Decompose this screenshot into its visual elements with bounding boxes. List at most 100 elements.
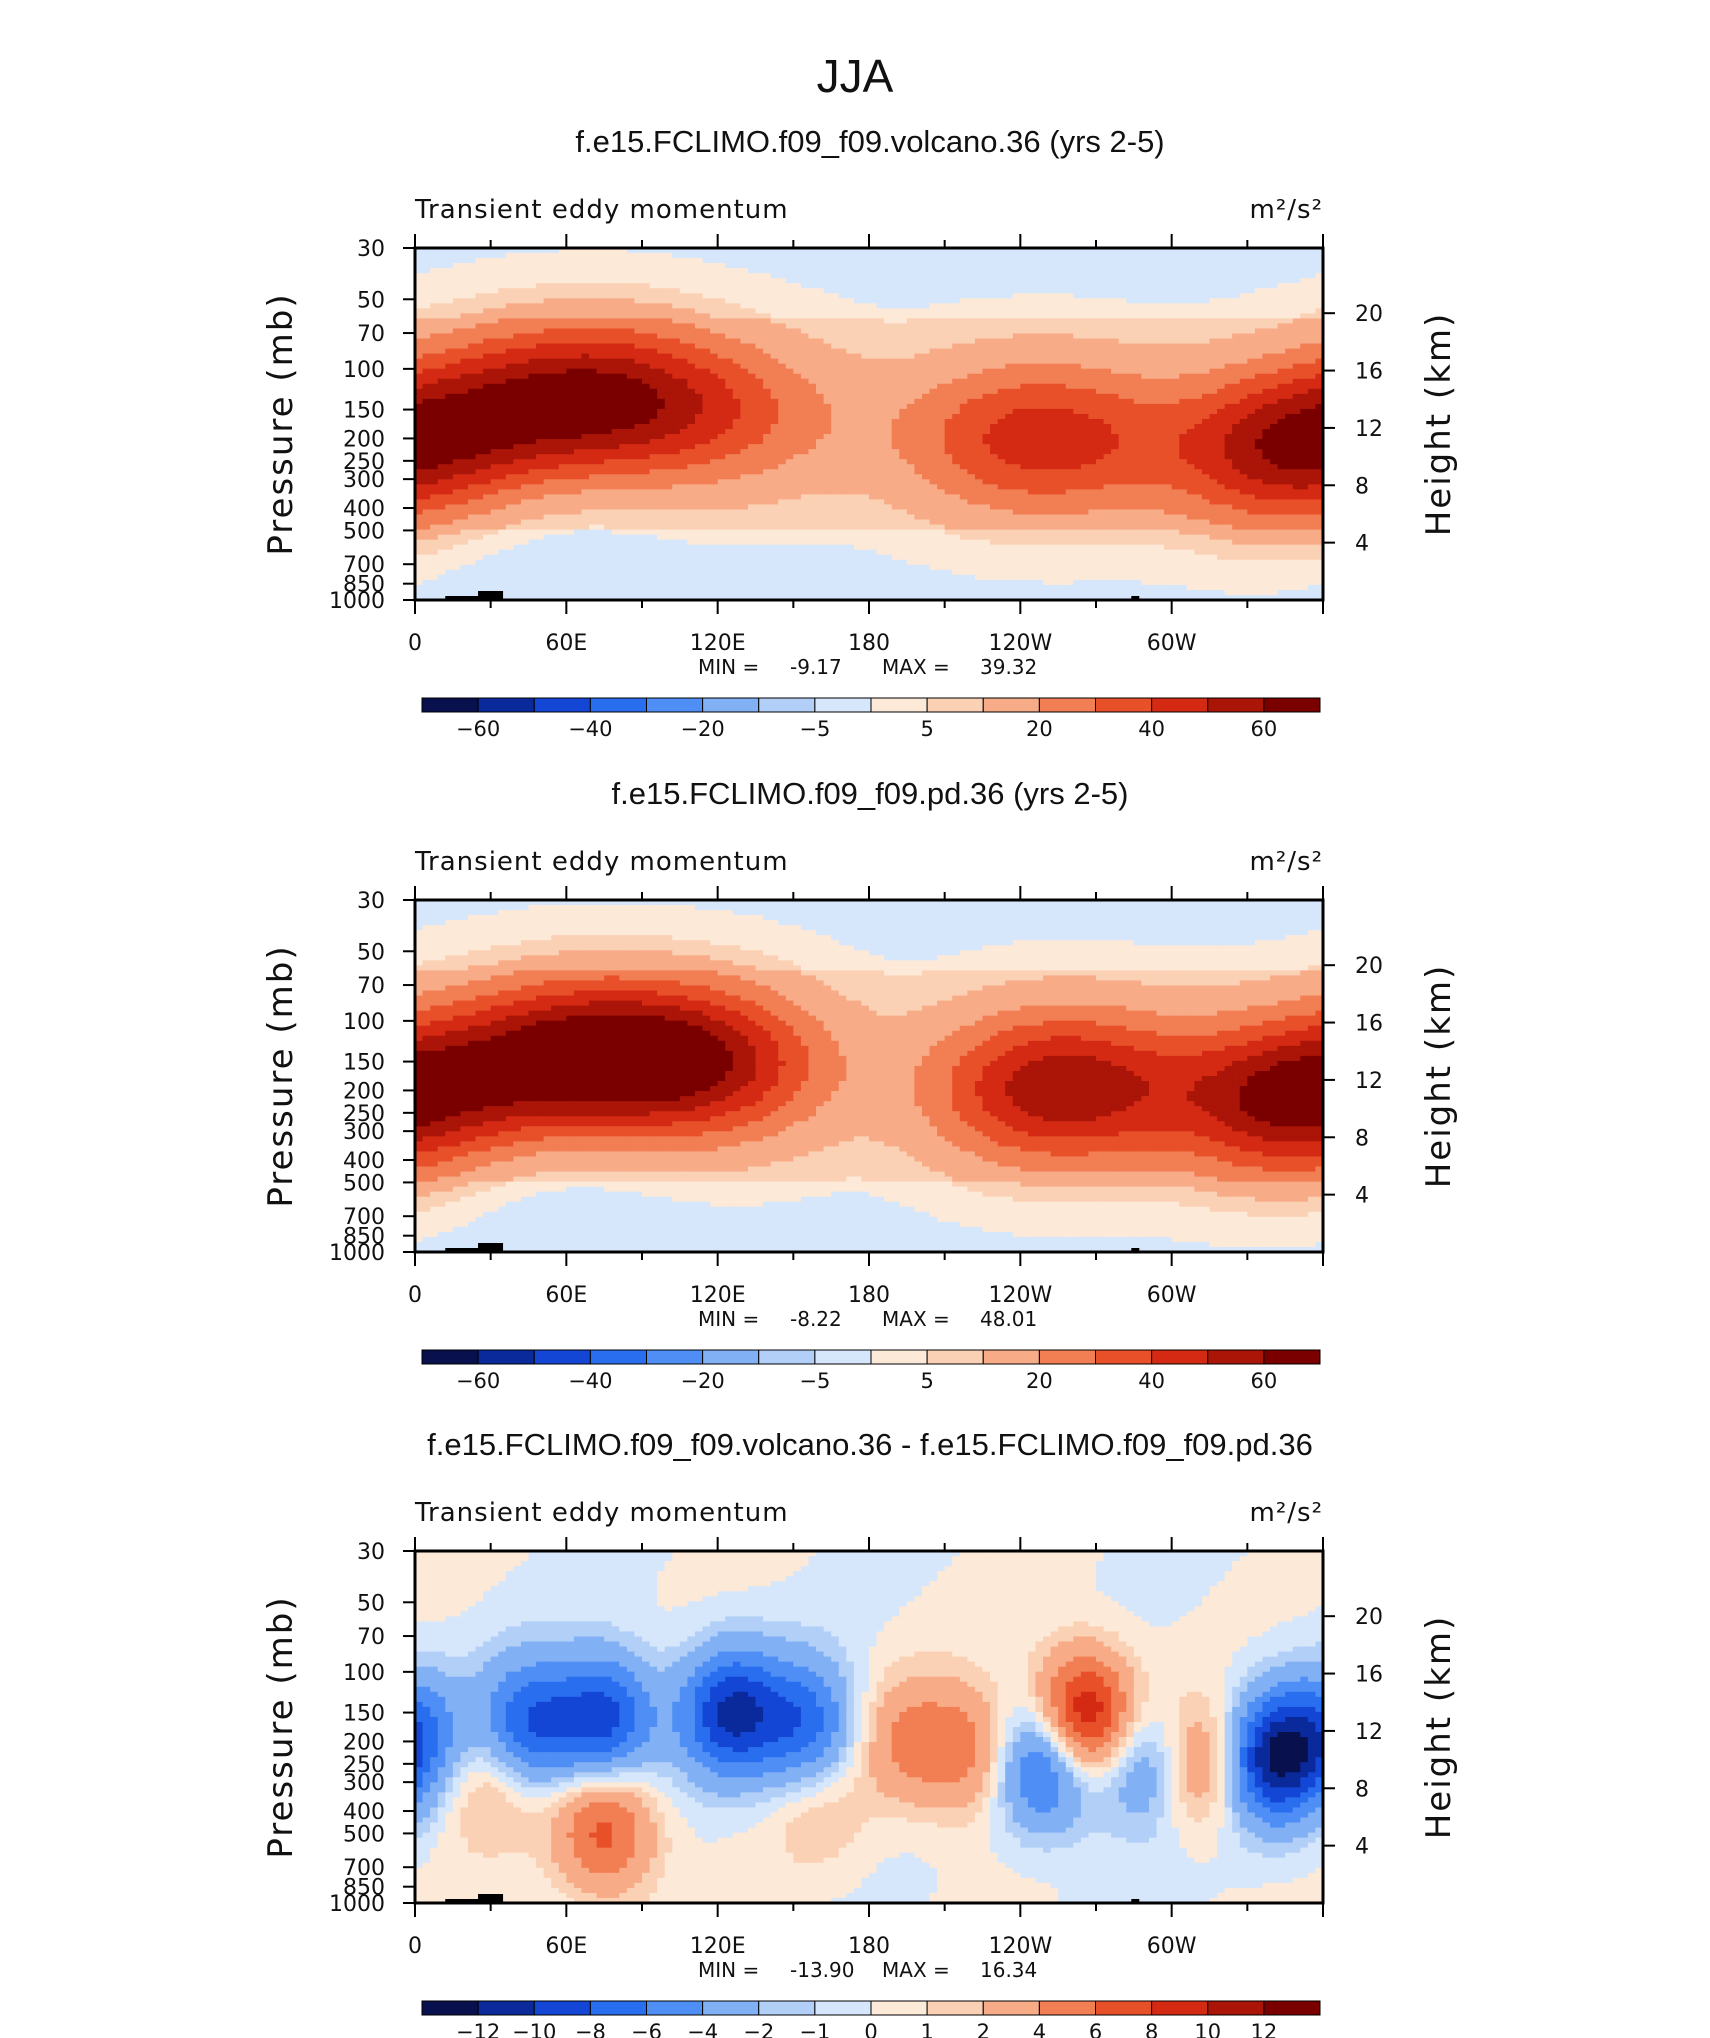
colorbar-label: 60 xyxy=(1251,717,1278,741)
y-tick-label: 700 xyxy=(343,553,385,578)
right-axis-label: Height (km) xyxy=(1419,964,1459,1189)
height-tick-label: 12 xyxy=(1355,417,1383,442)
y-tick-label: 200 xyxy=(343,1730,385,1755)
colorbar-label: 60 xyxy=(1251,1369,1278,1393)
colorbar-swatch xyxy=(758,1349,816,1365)
colorbar-swatch xyxy=(870,2000,928,2016)
x-tick-label: 60W xyxy=(1147,631,1197,656)
colorbar-label: 4 xyxy=(1033,2020,1046,2038)
topography xyxy=(1131,1248,1140,1252)
panels: f.e15.FCLIMO.f09_f09.volcano.36 (yrs 2-5… xyxy=(261,124,1459,2038)
colorbar-label: 0 xyxy=(864,2020,877,2038)
height-tick-label: 8 xyxy=(1355,1777,1369,1802)
topography xyxy=(478,1894,504,1903)
colorbar: −60 −40 −20 −5 5 20 40 60 xyxy=(421,1349,1321,1393)
topography xyxy=(1131,596,1140,600)
colorbar-swatch xyxy=(982,2000,1040,2016)
variable-label: Transient eddy momentum xyxy=(414,195,789,225)
colorbar-swatch xyxy=(646,2000,704,2016)
colorbar-swatch xyxy=(1095,2000,1153,2016)
min-label: MIN = xyxy=(698,1307,759,1331)
x-tick-label: 60W xyxy=(1147,1934,1197,1959)
colorbar-swatch xyxy=(926,697,984,713)
colorbar-swatch xyxy=(1038,697,1096,713)
colorbar-label: −60 xyxy=(456,1369,500,1393)
colorbar-swatch xyxy=(1263,1349,1321,1365)
colorbar-swatch xyxy=(1151,1349,1209,1365)
colorbar-label: 10 xyxy=(1194,2020,1221,2038)
panel-2: f.e15.FCLIMO.f09_f09.pd.36 (yrs 2-5) Tran… xyxy=(261,776,1459,1393)
heatmap-field xyxy=(415,248,1323,600)
colorbar-swatch xyxy=(533,1349,591,1365)
topography xyxy=(445,596,491,600)
y-tick-label: 70 xyxy=(357,322,385,347)
colorbar-swatch xyxy=(646,697,704,713)
colorbar-label: 40 xyxy=(1138,1369,1165,1393)
y-tick-label: 850 xyxy=(343,573,385,598)
colorbar-label: −4 xyxy=(687,2020,718,2038)
y-tick-label: 150 xyxy=(343,1702,385,1727)
height-tick-label: 20 xyxy=(1355,954,1383,979)
y-tick-label: 200 xyxy=(343,1079,385,1104)
y-tick-label: 700 xyxy=(343,1205,385,1230)
left-axis-label: Pressure (mb) xyxy=(261,944,301,1207)
height-tick-label: 12 xyxy=(1355,1720,1383,1745)
height-tick-label: 4 xyxy=(1355,1184,1369,1209)
y-tick-label: 200 xyxy=(343,427,385,452)
variable-label: Transient eddy momentum xyxy=(414,1498,789,1528)
height-tick-label: 16 xyxy=(1355,1012,1383,1037)
units-label: m²/s² xyxy=(1250,847,1323,877)
colorbar-label: −60 xyxy=(456,717,500,741)
x-tick-label: 120E xyxy=(690,1283,746,1308)
y-tick-label: 100 xyxy=(343,358,385,383)
colorbar-swatch xyxy=(1207,1349,1265,1365)
topography xyxy=(478,1243,504,1252)
x-tick-label: 120W xyxy=(988,1934,1052,1959)
max-label: MAX = xyxy=(882,1958,950,1982)
y-tick-label: 250 xyxy=(343,450,385,475)
left-axis-label: Pressure (mb) xyxy=(261,1595,301,1858)
colorbar-swatch xyxy=(1095,697,1153,713)
colorbar-swatch xyxy=(1263,2000,1321,2016)
colorbar-swatch xyxy=(814,2000,872,2016)
height-tick-label: 8 xyxy=(1355,1126,1369,1151)
y-tick-label: 500 xyxy=(343,519,385,544)
colorbar-swatch xyxy=(1207,697,1265,713)
y-tick-label: 150 xyxy=(343,1051,385,1076)
panel-title: f.e15.FCLIMO.f09_f09.volcano.36 - f.e15.… xyxy=(427,1427,1313,1462)
colorbar-swatch xyxy=(1207,2000,1265,2016)
colorbar-swatch xyxy=(589,697,647,713)
y-tick-label: 500 xyxy=(343,1171,385,1196)
topography xyxy=(445,1899,491,1903)
colorbar-label: 8 xyxy=(1145,2020,1158,2038)
colorbar-swatch xyxy=(870,1349,928,1365)
y-tick-label: 300 xyxy=(343,468,385,493)
y-tick-label: 1000 xyxy=(329,1892,385,1917)
y-tick-label: 850 xyxy=(343,1876,385,1901)
y-tick-label: 1000 xyxy=(329,1241,385,1266)
height-tick-label: 4 xyxy=(1355,532,1369,557)
left-axis-label: Pressure (mb) xyxy=(261,292,301,555)
panel-3: f.e15.FCLIMO.f09_f09.volcano.36 - f.e15.… xyxy=(261,1427,1459,2038)
y-tick-label: 700 xyxy=(343,1856,385,1881)
x-tick-label: 120E xyxy=(690,1934,746,1959)
colorbar-swatch xyxy=(1263,697,1321,713)
y-tick-label: 50 xyxy=(357,940,385,965)
colorbar-swatch xyxy=(477,697,535,713)
colorbar-label: −12 xyxy=(456,2020,500,2038)
colorbar-label: −20 xyxy=(680,1369,724,1393)
colorbar: −60 −40 −20 −5 5 20 40 60 xyxy=(421,697,1321,741)
panel-title: f.e15.FCLIMO.f09_f09.volcano.36 (yrs 2-5… xyxy=(575,124,1164,159)
y-tick-label: 850 xyxy=(343,1225,385,1250)
max-value: 39.32 xyxy=(980,655,1037,679)
x-tick-label: 120E xyxy=(690,631,746,656)
colorbar-swatch xyxy=(421,2000,479,2016)
panel-1: f.e15.FCLIMO.f09_f09.volcano.36 (yrs 2-5… xyxy=(261,124,1459,741)
y-tick-label: 250 xyxy=(343,1753,385,1778)
x-tick-label: 180 xyxy=(848,1934,890,1959)
right-axis-label: Height (km) xyxy=(1419,312,1459,537)
colorbar-swatch xyxy=(758,697,816,713)
right-axis-label: Height (km) xyxy=(1419,1615,1459,1840)
panel-title: f.e15.FCLIMO.f09_f09.pd.36 (yrs 2-5) xyxy=(612,776,1129,811)
